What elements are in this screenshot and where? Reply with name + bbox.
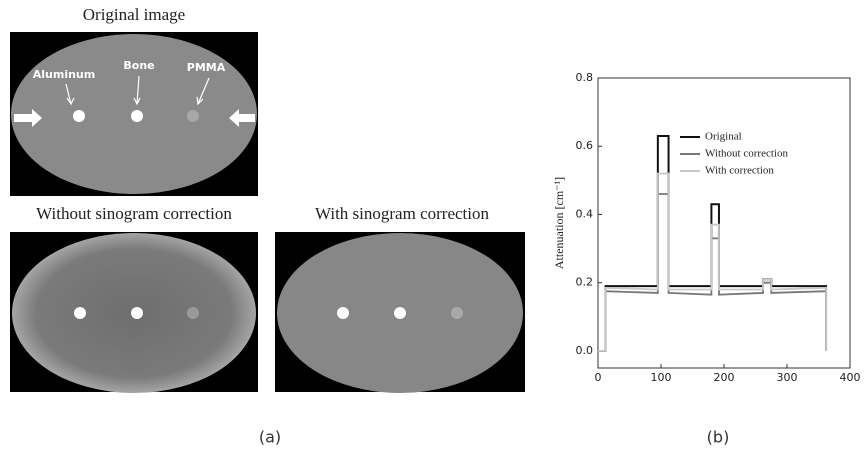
legend-label: With correction — [705, 165, 774, 177]
x-tick-label: 200 — [714, 371, 735, 384]
insert — [451, 307, 463, 319]
legend-label: Original — [705, 131, 742, 143]
y-tick-label: 0.6 — [576, 139, 594, 152]
y-tick-label: 0.2 — [576, 276, 594, 289]
x-tick-label: 0 — [595, 371, 602, 384]
insert — [187, 307, 199, 319]
insert — [187, 110, 199, 122]
plot-frame — [598, 78, 850, 368]
x-tick-label: 100 — [651, 371, 672, 384]
y-tick-label: 0.4 — [576, 207, 594, 220]
y-axis-label: Attenuation [cm⁻¹] — [552, 177, 566, 269]
insert — [74, 307, 86, 319]
panel-label: (a) — [259, 428, 281, 447]
image-title: Original image — [83, 5, 185, 24]
y-tick-label: 0.0 — [576, 344, 594, 357]
panel-label: (b) — [707, 428, 730, 447]
insert-label: Bone — [123, 59, 154, 72]
x-tick-label: 400 — [840, 371, 861, 384]
insert-label: PMMA — [187, 61, 226, 74]
figure: Original image Aluminum Bone PMMA Withou… — [0, 0, 866, 457]
y-tick-label: 0.8 — [576, 71, 594, 84]
insert — [337, 307, 349, 319]
series-line — [598, 174, 826, 351]
legend-label: Without correction — [705, 148, 788, 160]
insert — [131, 307, 143, 319]
insert — [131, 110, 143, 122]
insert — [73, 110, 85, 122]
image-title: With sinogram correction — [315, 204, 489, 223]
insert-label: Aluminum — [33, 68, 95, 81]
image-title: Without sinogram correction — [36, 204, 232, 223]
insert — [394, 307, 406, 319]
x-tick-label: 300 — [777, 371, 798, 384]
